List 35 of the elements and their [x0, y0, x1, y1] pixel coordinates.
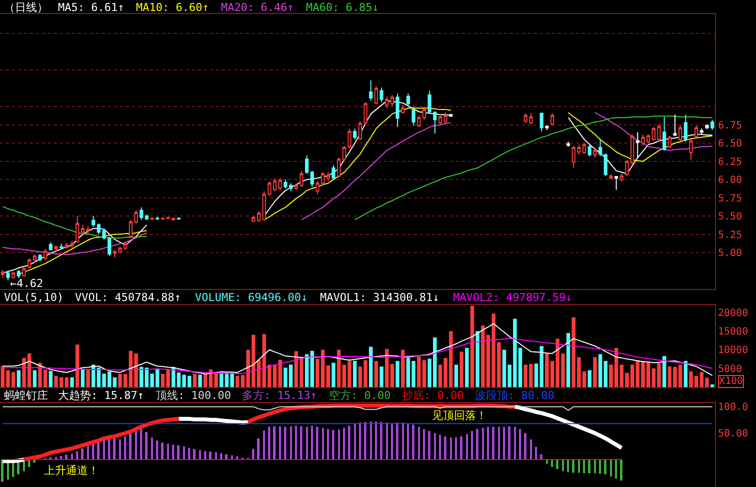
y-tick-label: 15000	[718, 326, 748, 338]
y-tick-label: 6.00	[718, 175, 742, 186]
series-label: 顶线: 100.00	[156, 389, 231, 402]
text: 空方: 0.00	[329, 389, 391, 402]
chart-title: （日线）	[4, 1, 48, 14]
text: VOLUME: 69496.00↓	[195, 291, 308, 304]
y-tick-label: 10000	[718, 345, 748, 356]
y-tick-label: 5000	[718, 364, 742, 375]
text: MA10: 6.60↑	[136, 1, 209, 14]
y-tick-label: 100.0	[718, 402, 748, 414]
y-tick-label: 6.25	[718, 156, 742, 168]
series-label: 波段顶: 80.00	[475, 389, 554, 402]
text: 大趋势: 15.87↑	[58, 389, 144, 402]
text: MAVOL2: 497897.59↓	[453, 291, 572, 304]
y-tick-label: 5.00	[718, 248, 742, 260]
annotation: ←4.62	[10, 277, 44, 290]
text: VVOL: 450784.88↑	[75, 291, 181, 304]
y-tick-label: 5.75	[718, 193, 742, 204]
y-tick-label: 5.50	[718, 212, 742, 223]
annotation: 上升通道！	[44, 464, 99, 477]
y-tick-label: 20000	[718, 308, 748, 319]
chart-title: 蚂蝗钉庄	[4, 389, 48, 402]
y-tick-label: 50.00	[718, 428, 748, 440]
annotation: 见顶回落！	[432, 409, 487, 422]
text: MA5: 6.61↑	[58, 1, 124, 14]
y-tick-label: 6.75	[718, 120, 742, 132]
y-tick-label: 6.50	[718, 138, 742, 150]
text: 抄底: 0.00	[402, 389, 464, 402]
text: MA60: 6.85↓	[306, 1, 379, 14]
chart-title: VOL(5,10)	[4, 291, 64, 304]
text: MA20: 6.46↑	[221, 1, 294, 14]
y-tick-label: 5.25	[718, 230, 742, 241]
text: 多方: 15.13↑	[242, 389, 317, 402]
y-axis-title: X100	[719, 376, 744, 387]
text: MAVOL1: 314300.81↓	[320, 291, 440, 304]
